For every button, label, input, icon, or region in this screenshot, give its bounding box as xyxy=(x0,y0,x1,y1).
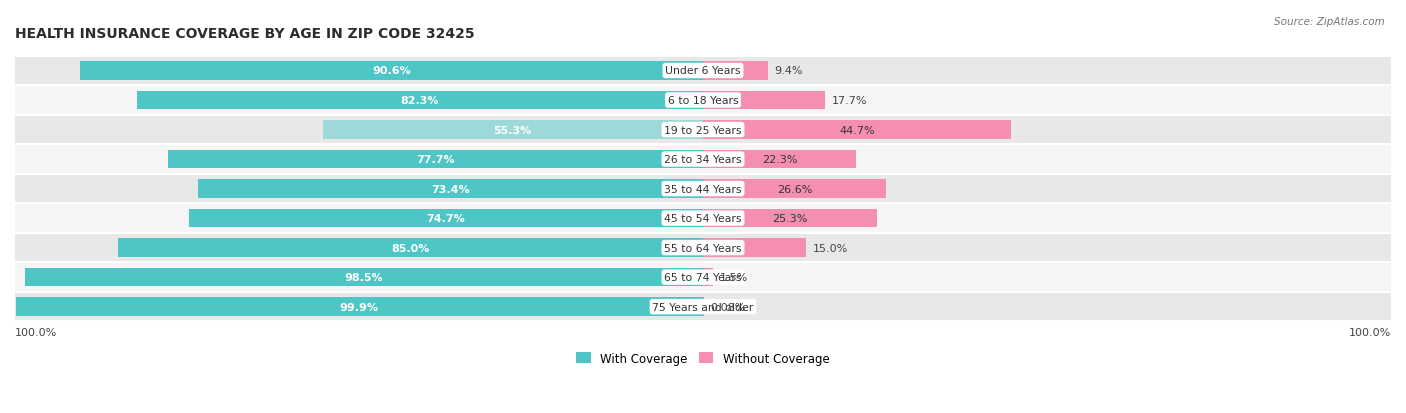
Bar xyxy=(15,86,1391,116)
Text: 17.7%: 17.7% xyxy=(832,96,868,106)
Text: 1.5%: 1.5% xyxy=(720,273,748,282)
Text: 25.3%: 25.3% xyxy=(772,214,807,223)
Bar xyxy=(136,92,703,110)
Bar xyxy=(703,268,713,287)
Bar xyxy=(15,174,1391,204)
Bar xyxy=(118,239,703,257)
Bar xyxy=(322,121,703,139)
Bar xyxy=(15,263,1391,292)
Bar xyxy=(703,180,886,198)
Bar xyxy=(25,268,703,287)
Text: 55.3%: 55.3% xyxy=(494,125,531,135)
Text: 74.7%: 74.7% xyxy=(426,214,465,223)
Bar xyxy=(703,121,1011,139)
Bar xyxy=(703,209,877,228)
Bar xyxy=(15,57,1391,86)
Text: 9.4%: 9.4% xyxy=(775,66,803,76)
Bar xyxy=(188,209,703,228)
Text: 55 to 64 Years: 55 to 64 Years xyxy=(664,243,742,253)
Text: 19 to 25 Years: 19 to 25 Years xyxy=(664,125,742,135)
Text: Under 6 Years: Under 6 Years xyxy=(665,66,741,76)
Text: 90.6%: 90.6% xyxy=(373,66,411,76)
Text: 82.3%: 82.3% xyxy=(401,96,439,106)
Text: 26.6%: 26.6% xyxy=(778,184,813,194)
Text: 35 to 44 Years: 35 to 44 Years xyxy=(664,184,742,194)
Bar xyxy=(703,239,806,257)
Text: 100.0%: 100.0% xyxy=(1348,328,1391,337)
Bar xyxy=(703,150,856,169)
Bar xyxy=(15,233,1391,263)
Bar xyxy=(703,62,768,81)
Bar xyxy=(15,298,703,316)
Text: 65 to 74 Years: 65 to 74 Years xyxy=(664,273,742,282)
Text: 15.0%: 15.0% xyxy=(813,243,848,253)
Text: 85.0%: 85.0% xyxy=(391,243,430,253)
Bar xyxy=(15,204,1391,233)
Bar xyxy=(703,92,825,110)
Text: 98.5%: 98.5% xyxy=(344,273,384,282)
Text: 0.08%: 0.08% xyxy=(710,302,745,312)
Text: 77.7%: 77.7% xyxy=(416,155,456,165)
Text: Source: ZipAtlas.com: Source: ZipAtlas.com xyxy=(1274,17,1385,26)
Bar xyxy=(15,292,1391,322)
Text: 73.4%: 73.4% xyxy=(432,184,470,194)
Text: 44.7%: 44.7% xyxy=(839,125,875,135)
Text: 45 to 54 Years: 45 to 54 Years xyxy=(664,214,742,223)
Bar xyxy=(80,62,703,81)
Text: 6 to 18 Years: 6 to 18 Years xyxy=(668,96,738,106)
Bar xyxy=(198,180,703,198)
Legend: With Coverage, Without Coverage: With Coverage, Without Coverage xyxy=(572,347,834,370)
Text: 100.0%: 100.0% xyxy=(15,328,58,337)
Text: 75 Years and older: 75 Years and older xyxy=(652,302,754,312)
Text: 26 to 34 Years: 26 to 34 Years xyxy=(664,155,742,165)
Bar xyxy=(15,116,1391,145)
Bar xyxy=(169,150,703,169)
Text: 22.3%: 22.3% xyxy=(762,155,797,165)
Text: HEALTH INSURANCE COVERAGE BY AGE IN ZIP CODE 32425: HEALTH INSURANCE COVERAGE BY AGE IN ZIP … xyxy=(15,27,475,41)
Text: 99.9%: 99.9% xyxy=(340,302,378,312)
Bar xyxy=(15,145,1391,174)
